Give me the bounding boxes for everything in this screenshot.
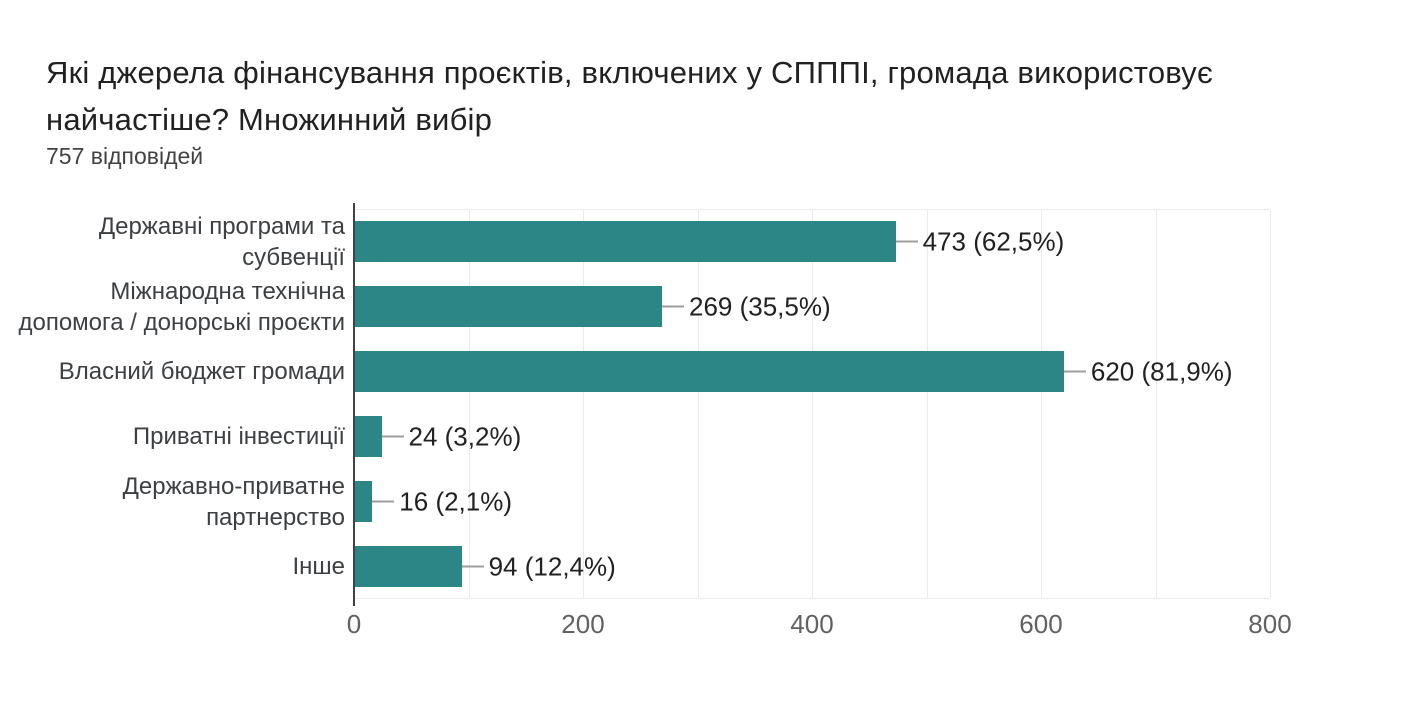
bar-rows: Державні програми та субвенції 473 (62,5%… <box>0 209 1410 599</box>
bar-zone: 94 (12,4%) <box>354 534 1410 599</box>
value-label: 620 (81,9%) <box>1090 356 1233 386</box>
value-callout: 16 (2,1%) <box>372 486 512 517</box>
category-label: Власний бюджет громади <box>58 358 345 385</box>
gridline <box>1155 210 1157 598</box>
value-callout: 269 (35,5%) <box>662 291 831 322</box>
value-callout: 94 (12,4%) <box>461 551 616 582</box>
callout-line <box>461 565 484 568</box>
gridline <box>1270 210 1271 598</box>
category-label: Державні програми та субвенції <box>98 212 345 271</box>
question-title: Які джерела фінансування проєктів, включ… <box>46 55 1213 137</box>
value-callout: 473 (62,5%) <box>895 226 1065 257</box>
bar <box>354 416 382 457</box>
chart-row: Державні програми та субвенції 473 (62,5%… <box>0 209 1410 274</box>
callout-line <box>895 240 918 243</box>
gridline <box>468 210 470 598</box>
gridline <box>1041 210 1042 598</box>
bar <box>354 481 373 522</box>
category-label: Міжнародна технічна допомога / донорські… <box>18 277 345 336</box>
bar-zone: 473 (62,5%) <box>354 209 1410 274</box>
category-label: Приватні інвестиції <box>132 423 345 450</box>
bar <box>354 546 462 587</box>
gridline <box>583 210 584 598</box>
bar-zone: 620 (81,9%) <box>354 339 1410 404</box>
bar-chart: Державні програми та субвенції 473 (62,5%… <box>0 203 1410 606</box>
response-count: 757 відповідей <box>46 143 204 169</box>
callout-line <box>662 305 684 308</box>
chart-row: Приватні інвестиції 24 (3,2%) <box>0 404 1410 469</box>
x-tick-label: 0 <box>346 609 362 639</box>
gridline <box>926 210 928 598</box>
value-label: 269 (35,5%) <box>689 291 831 321</box>
chart-row: Власний бюджет громади 620 (81,9%) <box>0 339 1410 404</box>
gridline <box>697 210 699 598</box>
bar-zone: 269 (35,5%) <box>354 274 1410 339</box>
gridline <box>812 210 813 598</box>
callout-line <box>372 500 395 503</box>
x-tick-label: 600 <box>1019 609 1063 639</box>
chart-row: Державно-приватне партнерство 16 (2,1%) <box>0 469 1410 534</box>
value-label: 16 (2,1%) <box>399 486 513 516</box>
plot-area <box>354 209 1271 599</box>
category-label: Державно-приватне партнерство <box>122 472 345 531</box>
x-tick-label: 200 <box>561 609 605 639</box>
x-tick-label: 800 <box>1248 609 1292 639</box>
value-label: 24 (3,2%) <box>408 421 522 451</box>
value-callout: 24 (3,2%) <box>381 421 522 452</box>
x-tick-label: 400 <box>790 609 834 639</box>
callout-line <box>1063 370 1086 373</box>
bar <box>354 286 662 327</box>
callout-line <box>381 435 404 438</box>
chart-row: Інше 94 (12,4%) <box>0 534 1410 599</box>
chart-row: Міжнародна технічна допомога / донорські… <box>0 274 1410 339</box>
category-label: Інше <box>292 553 345 580</box>
value-label: 94 (12,4%) <box>488 551 616 581</box>
bar <box>354 351 1064 392</box>
bar-zone: 16 (2,1%) <box>354 469 1410 534</box>
bar <box>354 221 896 262</box>
bar-zone: 24 (3,2%) <box>354 404 1410 469</box>
x-axis: 0 200 400 600 800 <box>347 609 1292 643</box>
value-label: 473 (62,5%) <box>922 226 1065 256</box>
y-axis-line <box>353 203 355 606</box>
value-callout: 620 (81,9%) <box>1063 356 1233 387</box>
